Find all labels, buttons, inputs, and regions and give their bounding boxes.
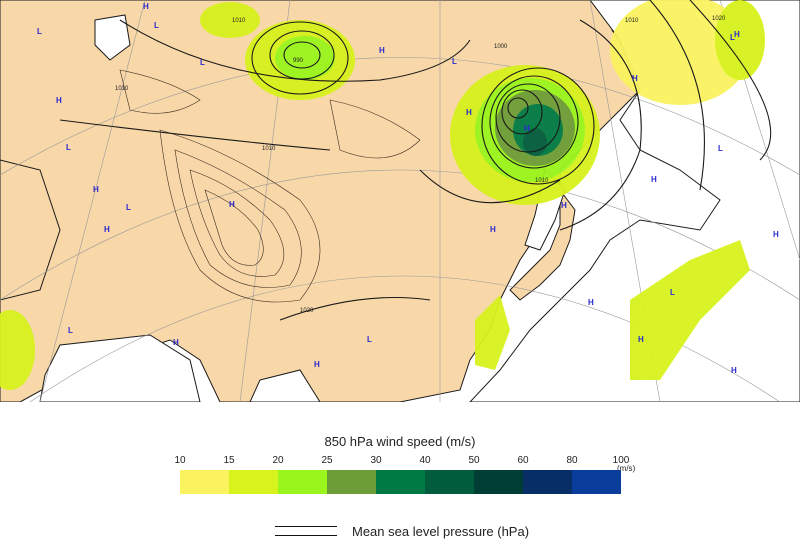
high-pressure-marker: H <box>314 360 320 369</box>
low-pressure-marker: L <box>154 21 159 30</box>
isobar-storm-1 <box>507 97 529 119</box>
legend-tick-label: 15 <box>223 455 235 466</box>
weather-map: 1010 990 1000 1010 1010 1010 1020 1020 1… <box>0 0 800 402</box>
legend-unit-text: m/s <box>619 464 633 473</box>
sea-arabian <box>39 334 201 402</box>
low-pressure-marker: L <box>37 27 42 36</box>
high-pressure-marker: H <box>104 225 110 234</box>
isobar-key-line <box>275 526 337 527</box>
high-pressure-marker: H <box>143 2 149 11</box>
pressure-markers: H L L L H L H L H H H L H H L H H H H L … <box>37 2 779 375</box>
wind-area-east-china-sea <box>475 295 510 370</box>
isobar-key-lines <box>275 526 337 537</box>
sea-bay-bengal <box>249 369 321 402</box>
land-japan <box>509 188 576 301</box>
legend-tick-label: 10 <box>174 455 186 466</box>
wind-speed-shading <box>0 0 765 390</box>
legend-title: 850 hPa wind speed (m/s) <box>324 434 476 449</box>
legend-color-swatch <box>180 470 229 494</box>
legend-tick-label: 20 <box>272 455 284 466</box>
legend-unit: (m/s) <box>617 464 636 473</box>
isobar-label: 1010 <box>625 18 639 24</box>
high-pressure-marker: H <box>588 298 594 307</box>
legend-color-swatch <box>229 470 278 494</box>
legend-tick-label: 30 <box>370 455 382 466</box>
high-pressure-marker: H <box>632 74 638 83</box>
isobars <box>59 0 772 321</box>
legend-tick-label: 50 <box>468 455 480 466</box>
orography-contours <box>119 69 421 303</box>
isobar-label: 1000 <box>494 44 508 50</box>
high-pressure-marker: H <box>379 46 385 55</box>
high-pressure-marker: H <box>466 108 472 117</box>
legend-tick-label: 40 <box>419 455 431 466</box>
legend-color-swatch <box>425 470 474 494</box>
low-pressure-marker: L <box>68 326 73 335</box>
high-pressure-marker: H <box>490 225 496 234</box>
low-pressure-marker: L <box>452 57 457 66</box>
isobar-label: 1010 <box>262 146 276 152</box>
land-europe <box>0 159 61 301</box>
high-pressure-marker: H <box>229 200 235 209</box>
low-pressure-marker: L <box>200 58 205 67</box>
legend-color-swatch <box>474 470 523 494</box>
isobar-label: 1020 <box>712 16 726 22</box>
isobar-label: 1010 <box>232 18 246 24</box>
sea-caspian <box>94 14 131 61</box>
isobar-legend-label: Mean sea level pressure (hPa) <box>352 524 530 539</box>
low-pressure-marker: L <box>66 143 71 152</box>
legend-color-swatch <box>523 470 572 494</box>
low-pressure-marker: L <box>126 203 131 212</box>
isobar-key-line <box>275 535 337 536</box>
low-pressure-marker: L <box>670 288 675 297</box>
legend-color-swatch <box>572 470 621 494</box>
high-pressure-marker: H <box>734 30 740 39</box>
isobar-siberia-low-1 <box>283 41 321 69</box>
high-pressure-marker: H <box>561 201 567 210</box>
isobar-label: 990 <box>293 58 304 64</box>
legend-color-swatch <box>327 470 376 494</box>
legend-tick-label: 60 <box>517 455 529 466</box>
low-pressure-marker: L <box>730 33 735 42</box>
high-pressure-marker: H <box>93 185 99 194</box>
wind-area-pacific-band <box>630 240 750 380</box>
legend-tick-label: 100 <box>612 455 630 466</box>
isobar-labels: 1010 990 1000 1010 1010 1010 1020 1020 1… <box>115 16 726 314</box>
isobar-label: 1010 <box>535 178 549 184</box>
low-pressure-marker: L <box>718 144 723 153</box>
legend-tick-label: 25 <box>321 455 333 466</box>
legend-color-swatch <box>376 470 425 494</box>
isobar-label: 1010 <box>115 86 129 92</box>
high-pressure-marker: H <box>638 335 644 344</box>
wind-area-north-pacific <box>610 0 750 105</box>
high-pressure-marker: H <box>524 124 530 133</box>
high-pressure-marker: H <box>56 96 62 105</box>
high-pressure-marker: H <box>173 338 179 347</box>
wind-area-west-europe <box>0 310 35 390</box>
low-pressure-marker: L <box>367 335 372 344</box>
isobar-label: 1020 <box>300 308 314 314</box>
high-pressure-marker: H <box>731 366 737 375</box>
legend-color-swatch <box>278 470 327 494</box>
high-pressure-marker: H <box>773 230 779 239</box>
high-pressure-marker: H <box>651 175 657 184</box>
legend-tick-label: 80 <box>566 455 578 466</box>
